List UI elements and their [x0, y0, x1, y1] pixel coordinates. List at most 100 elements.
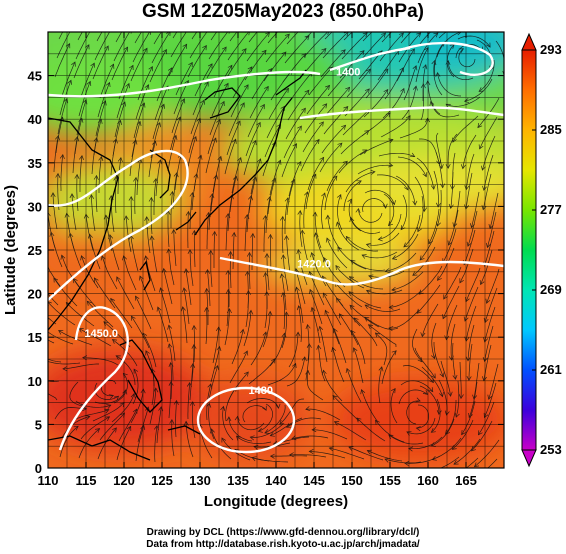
streamline [450, 323, 456, 361]
streamline [130, 389, 144, 424]
streamline [109, 234, 120, 271]
streamline-arrow [256, 121, 261, 128]
streamline-arrow [168, 67, 173, 73]
streamline [229, 32, 238, 42]
streamline-arrow [468, 22, 472, 26]
streamline [348, 198, 362, 232]
streamline-arrow [25, 322, 29, 326]
streamline-arrow [70, 26, 74, 31]
streamline-arrow [398, 32, 404, 38]
streamline-arrow [388, 326, 394, 332]
streamline-arrow [168, 361, 174, 368]
streamline [187, 382, 191, 420]
streamline-arrow [148, 65, 153, 72]
colorbar-max-arrow [521, 32, 537, 51]
streamline [487, 458, 498, 468]
streamline-arrow [140, 424, 146, 431]
streamline-arrow [430, 353, 436, 360]
streamline-arrow [246, 251, 252, 257]
streamline-arrow [110, 297, 115, 304]
streamline-arrow [225, 288, 231, 294]
streamline [346, 236, 379, 252]
streamline-arrow [322, 103, 328, 109]
streamline [170, 32, 187, 58]
streamline-arrow [144, 84, 150, 90]
streamline-arrow [231, 231, 237, 237]
streamline-arrow [35, 277, 39, 282]
streamline [305, 174, 317, 210]
streamline-arrow [142, 47, 148, 53]
streamline-arrow [404, 460, 410, 466]
streamline-arrow [216, 119, 221, 125]
streamline [419, 227, 438, 261]
streamline [56, 32, 71, 59]
streamline-arrow [189, 401, 195, 407]
streamline [286, 235, 291, 273]
streamline [131, 121, 141, 158]
streamline [442, 285, 460, 319]
streamline [73, 278, 97, 308]
streamline-arrow [262, 214, 268, 221]
streamline [333, 328, 347, 364]
streamline-arrow [243, 84, 249, 90]
streamline-arrow [429, 378, 434, 384]
streamline-arrow [132, 139, 138, 145]
streamline [440, 456, 460, 468]
streamline [212, 327, 220, 364]
contour-label: 1420.0 [297, 258, 331, 270]
streamline [265, 196, 271, 234]
streamline [286, 179, 295, 216]
streamline [174, 154, 182, 191]
streamline-arrow [305, 369, 311, 375]
streamline [189, 363, 194, 401]
streamline-arrow [422, 172, 428, 178]
streamline-arrow [185, 210, 191, 216]
streamline [115, 176, 117, 214]
streamline [79, 155, 83, 192]
streamline-arrow [312, 211, 318, 217]
streamline-arrow [452, 222, 458, 228]
streamline-arrow [166, 248, 172, 254]
streamline [225, 386, 237, 422]
streamline-arrow [477, 430, 483, 436]
streamline-arrow [252, 176, 258, 182]
streamline [298, 305, 302, 343]
streamline [61, 61, 76, 97]
streamline-arrow [388, 304, 394, 310]
streamline [382, 88, 405, 119]
streamline [151, 235, 158, 273]
streamline [415, 47, 429, 83]
streamline-arrow [470, 446, 476, 452]
streamline-arrow [95, 428, 101, 433]
streamline-arrow [284, 311, 290, 317]
streamline-arrow [404, 17, 409, 21]
streamline-arrow [431, 455, 437, 461]
y-axis-label: Latitude (degrees) [2, 185, 19, 315]
streamline-arrow [431, 373, 436, 379]
streamline-arrow [340, 49, 346, 55]
x-tick-label: 120 [113, 473, 135, 488]
streamline-arrow [60, 254, 66, 260]
streamline-arrow [335, 221, 341, 227]
streamline [267, 32, 278, 44]
streamline [365, 68, 389, 99]
streamline-arrow [263, 271, 269, 277]
streamline [69, 233, 82, 269]
streamline [314, 212, 322, 249]
streamline [453, 190, 461, 227]
streamline [301, 230, 310, 267]
streamline [359, 139, 394, 156]
streamline [467, 324, 475, 361]
streamline-arrow [240, 328, 245, 334]
streamline [136, 158, 141, 196]
streamline [155, 159, 161, 197]
streamline-arrow [447, 391, 453, 397]
streamline [89, 234, 101, 270]
y-tick-label: 15 [28, 330, 42, 345]
streamline-arrow [440, 183, 446, 189]
streamline [95, 175, 98, 213]
streamline-arrow [221, 437, 226, 443]
streamline [265, 33, 290, 63]
x-tick-label: 160 [417, 473, 439, 488]
streamline [378, 213, 402, 240]
